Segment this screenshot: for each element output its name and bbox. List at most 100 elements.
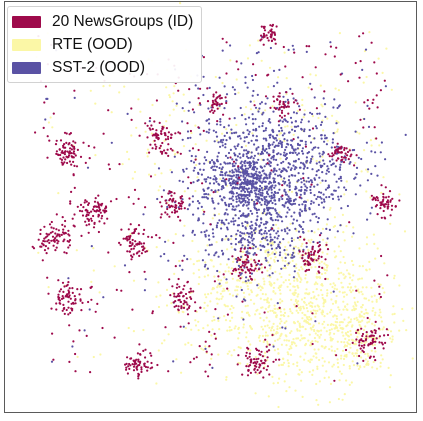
- rte-point: [281, 256, 284, 259]
- rte-point: [121, 163, 124, 166]
- sst2-point: [192, 169, 195, 172]
- rte-point: [329, 323, 332, 327]
- newsgroups-point: [151, 310, 154, 313]
- rte-point: [301, 317, 304, 320]
- sst2-point: [302, 179, 306, 182]
- rte-point: [243, 113, 246, 116]
- rte-point: [257, 39, 260, 42]
- rte-point: [347, 334, 350, 337]
- rte-point: [218, 328, 221, 331]
- rte-point: [206, 304, 209, 307]
- newsgroups-point: [46, 135, 49, 138]
- newsgroups-point: [84, 199, 87, 202]
- rte-point: [155, 295, 158, 298]
- sst2-point: [278, 130, 281, 133]
- rte-point: [146, 148, 150, 151]
- newsgroups-point: [334, 151, 337, 154]
- sst2-point: [209, 160, 212, 164]
- rte-point: [351, 338, 354, 341]
- rte-point: [205, 139, 208, 142]
- sst2-point: [280, 161, 283, 165]
- newsgroups-point: [64, 146, 67, 149]
- newsgroups-point: [34, 131, 37, 134]
- sst2-point: [276, 163, 279, 166]
- sst2-point: [231, 158, 234, 161]
- sst2-point: [202, 93, 205, 97]
- sst2-point: [212, 235, 215, 238]
- rte-point: [224, 319, 228, 322]
- newsgroups-point: [161, 128, 164, 131]
- rte-point: [333, 224, 337, 228]
- sst2-point: [311, 181, 314, 184]
- rte-point: [323, 268, 326, 271]
- newsgroups-point: [344, 156, 347, 159]
- sst2-point: [325, 227, 328, 230]
- sst2-point: [269, 207, 272, 210]
- newsgroups-point: [50, 220, 53, 224]
- sst2-point: [297, 152, 300, 155]
- sst2-point: [211, 366, 214, 369]
- rte-point: [300, 334, 303, 337]
- rte-point: [319, 181, 322, 184]
- rte-point: [268, 283, 271, 286]
- sst2-point: [311, 168, 314, 171]
- sst2-point: [279, 140, 282, 143]
- newsgroups-point: [329, 45, 332, 48]
- rte-point: [237, 346, 240, 349]
- sst2-point: [250, 151, 253, 154]
- sst2-point: [267, 251, 270, 254]
- sst2-point: [339, 163, 342, 166]
- sst2-point: [187, 109, 190, 112]
- sst2-point: [380, 141, 383, 144]
- sst2-point: [266, 243, 269, 246]
- sst2-point: [291, 128, 294, 131]
- sst2-point: [246, 180, 249, 183]
- newsgroups-point: [51, 332, 54, 335]
- sst2-point: [331, 141, 334, 144]
- sst2-point: [239, 178, 242, 181]
- rte-point: [259, 289, 262, 292]
- rte-point: [297, 246, 300, 250]
- newsgroups-point: [204, 370, 207, 373]
- sst2-point: [243, 136, 246, 139]
- newsgroups-point: [144, 122, 147, 125]
- sst2-point: [321, 164, 324, 167]
- rte-point: [242, 291, 245, 294]
- rte-point: [382, 176, 385, 179]
- rte-point: [314, 332, 317, 335]
- rte-point: [250, 281, 253, 284]
- newsgroups-point: [76, 288, 79, 291]
- rte-point: [366, 360, 369, 363]
- sst2-point: [251, 179, 254, 182]
- newsgroups-point: [206, 100, 210, 103]
- sst2-point: [234, 92, 237, 96]
- rte-point: [349, 329, 352, 333]
- sst2-point: [219, 120, 222, 123]
- newsgroups-point: [81, 214, 85, 217]
- rte-point: [350, 381, 353, 384]
- newsgroups-point: [106, 217, 109, 220]
- newsgroups-point: [212, 101, 215, 104]
- legend-swatch-rte: [12, 38, 41, 51]
- newsgroups-point: [94, 205, 97, 208]
- newsgroups-point: [175, 286, 178, 289]
- rte-point: [333, 250, 336, 253]
- newsgroups-point: [107, 163, 110, 166]
- newsgroups-point: [93, 146, 96, 149]
- rte-point: [391, 338, 394, 341]
- rte-point: [331, 114, 334, 117]
- newsgroups-point: [250, 277, 253, 280]
- rte-point: [342, 286, 345, 289]
- sst2-point: [262, 111, 265, 114]
- sst2-point: [229, 137, 232, 140]
- rte-point: [302, 116, 305, 119]
- sst2-point: [404, 133, 407, 136]
- sst2-point: [244, 195, 247, 198]
- rte-point: [272, 382, 275, 385]
- rte-point: [297, 373, 300, 376]
- rte-point: [196, 260, 199, 263]
- newsgroups-point: [369, 355, 372, 358]
- sst2-point: [343, 186, 346, 189]
- rte-point: [373, 343, 377, 346]
- sst2-point: [307, 120, 310, 123]
